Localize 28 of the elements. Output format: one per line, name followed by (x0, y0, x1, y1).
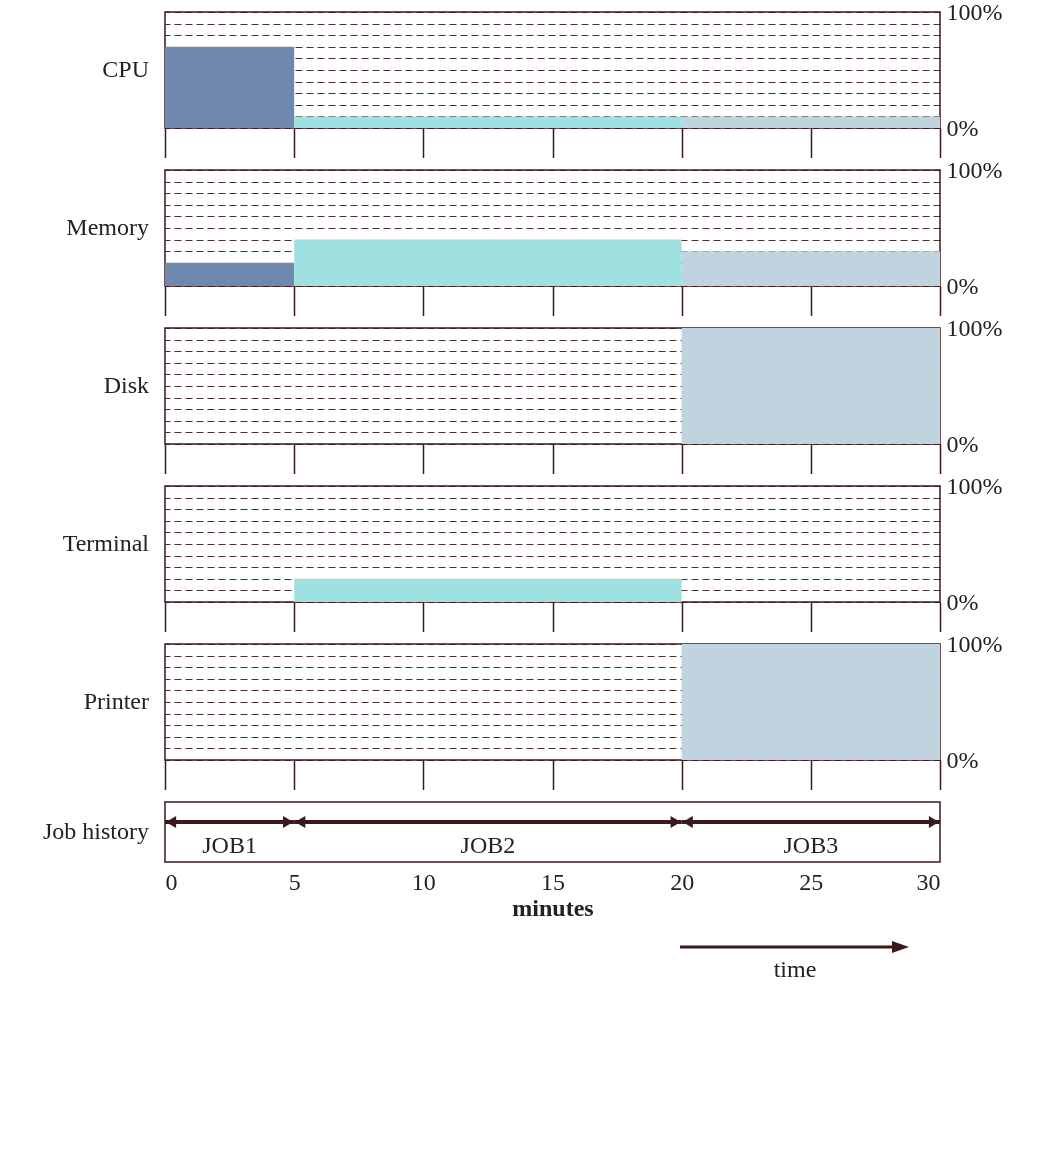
x-tick-label: 0 (165, 868, 178, 895)
y-axis-title: Job history (42, 818, 149, 844)
y-axis-title: Disk (103, 372, 149, 398)
y-axis-title: Printer (83, 688, 149, 714)
x-tick-label: 10 (411, 868, 436, 895)
text: time (772, 956, 818, 983)
x-tick-label: 15 (541, 868, 565, 895)
series-label: JOB2 (460, 832, 516, 858)
x-tick-label: 25 (799, 868, 824, 895)
y-tick-label: 100% (946, 630, 1003, 657)
y-axis-title: Terminal (62, 530, 150, 556)
y-tick-label: 100% (946, 0, 1003, 25)
y-tick-label: 100% (946, 314, 1003, 341)
series-label: JOB3 (783, 832, 839, 858)
y-tick-label: 0% (946, 430, 979, 457)
y-tick-label: 0% (946, 114, 979, 141)
y-tick-label: 0% (946, 588, 979, 615)
x-axis-title: minutes (512, 894, 594, 921)
y-axis-title: CPU (102, 56, 149, 82)
x-tick-label: 30 (916, 868, 941, 895)
y-tick-label: 100% (946, 156, 1003, 183)
x-tick-label: 5 (288, 868, 301, 895)
y-axis-title: Memory (66, 214, 149, 240)
y-tick-label: 0% (946, 272, 979, 299)
y-tick-label: 100% (946, 472, 1003, 499)
series-label: JOB1 (202, 832, 257, 858)
x-tick-label: 20 (670, 868, 695, 895)
y-tick-label: 0% (946, 746, 979, 773)
